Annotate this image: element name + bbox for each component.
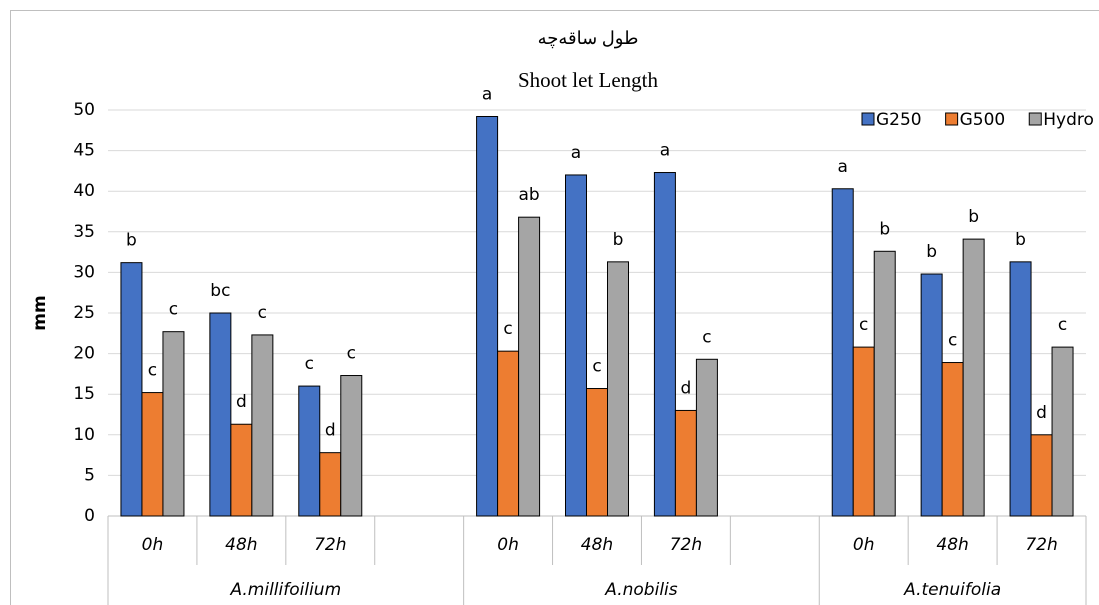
chart-border (10, 10, 1099, 605)
bar (1030, 434, 1053, 517)
significance-letter: b (926, 242, 937, 262)
significance-letter: d (236, 392, 247, 412)
significance-letter: c (305, 354, 314, 374)
legend-swatch (1028, 112, 1042, 126)
significance-letter: d (681, 378, 692, 398)
x-tick-label: 48h (581, 535, 613, 555)
bar (674, 409, 697, 517)
x-tick-label: 0h (853, 535, 875, 555)
group-label: A.nobilis (604, 580, 677, 600)
bar (141, 392, 164, 517)
bar (476, 115, 499, 517)
significance-letter: c (1058, 315, 1067, 335)
significance-letter: c (258, 303, 267, 323)
bar (298, 385, 321, 517)
significance-letter: c (148, 361, 157, 381)
bar (586, 388, 608, 517)
significance-letter: c (503, 319, 512, 339)
bar (941, 362, 964, 517)
bar (1009, 261, 1032, 517)
significance-letter: a (482, 84, 492, 104)
bar (565, 174, 587, 517)
significance-letter: b (968, 207, 979, 227)
bar (1051, 346, 1074, 517)
significance-letter: c (592, 357, 601, 377)
significance-letter: b (1015, 230, 1026, 250)
y-tick-label: 0 (84, 506, 95, 526)
bar (852, 346, 875, 517)
y-tick-label: 35 (73, 222, 95, 242)
group-label: A.tenuifolia (903, 580, 1001, 600)
legend-swatch (945, 112, 959, 126)
y-axis-label: mm (30, 295, 50, 330)
y-tick-label: 5 (84, 465, 95, 485)
significance-letter: b (613, 230, 624, 250)
x-tick-label: 72h (1025, 535, 1057, 555)
group-label: A.millifoilium (229, 580, 341, 600)
bar (209, 312, 232, 517)
y-tick-label: 20 (73, 344, 95, 364)
x-tick-label: 0h (142, 535, 164, 555)
significance-letter: c (347, 344, 356, 364)
y-tick-label: 25 (73, 303, 95, 323)
bar (873, 250, 896, 517)
y-tick-label: 30 (73, 262, 95, 282)
legend-label: Hydro (1043, 110, 1094, 130)
chart-subtitle: Shoot let Length (518, 68, 658, 92)
significance-letter: c (169, 300, 178, 320)
bar (340, 375, 363, 517)
y-tick-label: 15 (73, 384, 95, 404)
bar (251, 334, 274, 517)
bar (230, 423, 253, 517)
legend-swatch (861, 112, 875, 126)
significance-letter: b (126, 231, 137, 251)
x-tick-label: 48h (225, 535, 257, 555)
bar (831, 188, 854, 517)
significance-letter: d (325, 421, 336, 441)
y-tick-label: 45 (73, 141, 95, 161)
significance-letter: c (948, 331, 957, 351)
significance-letter: c (859, 315, 868, 335)
significance-letter: a (838, 157, 848, 177)
bar (319, 452, 342, 517)
y-tick-label: 10 (73, 425, 95, 445)
y-tick-label: 40 (73, 181, 95, 201)
significance-letter: c (702, 327, 711, 347)
x-tick-label: 48h (936, 535, 968, 555)
y-tick-label: 50 (73, 100, 95, 120)
significance-letter: a (571, 143, 581, 163)
bar (162, 331, 185, 517)
bar (962, 238, 985, 517)
bar (695, 358, 718, 517)
x-tick-label: 72h (670, 535, 702, 555)
bar (920, 273, 943, 517)
bar (607, 261, 629, 517)
bar (120, 262, 143, 517)
significance-letter: d (1036, 403, 1047, 423)
x-tick-label: 72h (314, 535, 346, 555)
bar (497, 350, 520, 517)
significance-letter: bc (210, 281, 230, 301)
significance-letter: b (879, 219, 890, 239)
bar (653, 172, 676, 517)
legend-label: G500 (960, 110, 1006, 130)
significance-letter: ab (518, 185, 539, 205)
chart-title: طول ساقه‌چه (538, 28, 639, 49)
significance-letter: a (660, 141, 670, 161)
legend-label: G250 (876, 110, 922, 130)
bar (518, 216, 541, 517)
x-tick-label: 0h (497, 535, 519, 555)
